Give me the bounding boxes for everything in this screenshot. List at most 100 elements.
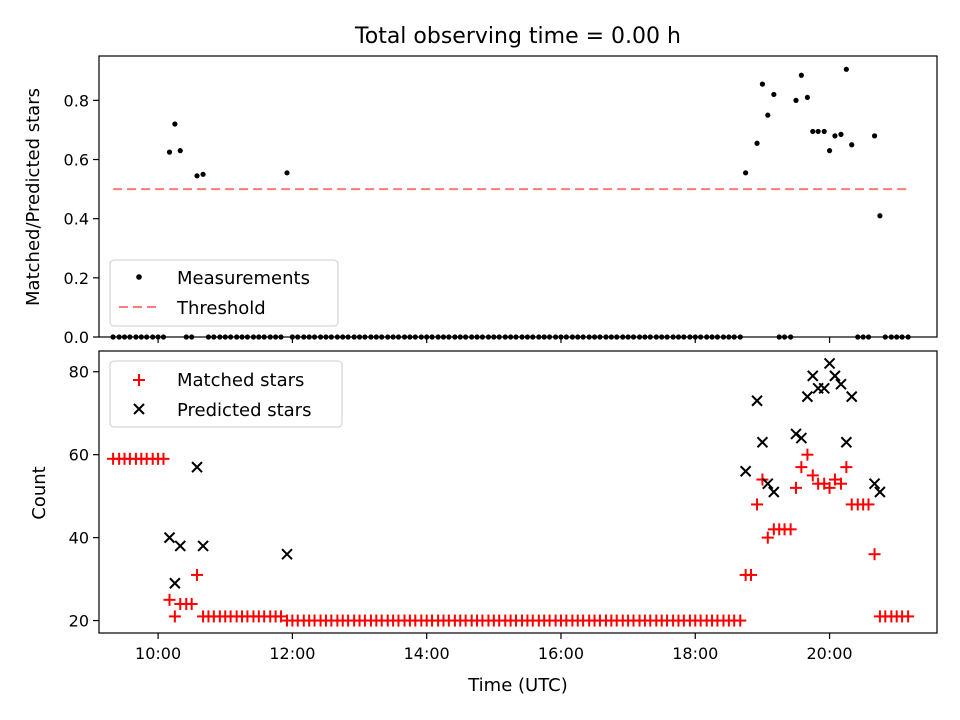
predicted-stars-point <box>751 395 763 407</box>
predicted-stars-point <box>846 390 858 403</box>
matched-stars-point <box>761 531 774 544</box>
measurements-point <box>877 213 883 219</box>
matched-stars-point <box>868 548 881 561</box>
measurements-point <box>843 66 849 72</box>
legend-label-predicted: Predicted stars <box>177 400 311 421</box>
measurements-point <box>771 91 777 98</box>
ratio-legend: Measurements Threshold <box>109 259 339 327</box>
ratio-plot: 0.0 0.2 0.4 0.6 0.8 <box>64 55 938 347</box>
matched-stars-point <box>751 498 764 511</box>
measurements-point <box>826 148 833 154</box>
ratio-plot-frame <box>98 55 938 338</box>
predicted-stars-point <box>762 477 774 490</box>
matched-stars-point <box>834 477 847 490</box>
count-x-tick-label: 18:00 <box>672 644 718 663</box>
matched-stars-point <box>745 568 758 581</box>
ratio-y-axis-label: Matched/Predicted stars <box>23 88 44 306</box>
measurements-point <box>815 128 821 135</box>
measurements-point <box>284 170 290 176</box>
count-x-tick-label: 10:00 <box>135 644 181 663</box>
measurements-point <box>810 128 816 135</box>
measurements-point <box>832 133 838 139</box>
legend-label-measurements: Measurements <box>177 268 310 289</box>
chart-title: Total observing time = 0.00 h <box>354 24 681 49</box>
measurements-point <box>804 94 811 101</box>
measurements-point <box>793 97 799 103</box>
predicted-stars-point <box>768 486 780 498</box>
matched-stars-point <box>185 597 198 610</box>
count-x-tick-label: 12:00 <box>269 644 315 663</box>
predicted-stars-point <box>739 465 752 477</box>
matched-stars-point <box>789 481 802 494</box>
ratio-y-tick-label: 0.8 <box>64 91 89 110</box>
matched-stars-point <box>274 610 287 623</box>
matched-stars-point <box>157 452 170 465</box>
ratio-y-tick-label: 0.2 <box>64 269 89 288</box>
count-x-tick-label: 20:00 <box>807 644 853 663</box>
measurements-point <box>849 142 855 148</box>
matched-stars-point <box>806 469 819 482</box>
count-y-tick-label: 40 <box>69 529 89 548</box>
predicted-stars-point <box>835 378 847 390</box>
measurements-point <box>194 173 200 179</box>
matched-stars-point <box>840 461 853 474</box>
legend-marker-measurements <box>136 274 142 280</box>
matched-stars-point <box>191 568 204 581</box>
count-y-tick-label: 60 <box>69 446 89 465</box>
predicted-stars-point <box>829 370 841 382</box>
predicted-stars-point <box>197 540 209 552</box>
measurements-point <box>200 171 206 177</box>
measurements-point <box>754 140 760 146</box>
measurements-point <box>871 133 878 139</box>
predicted-stars-point <box>840 436 853 448</box>
measurements-point <box>765 112 771 118</box>
predicted-stars-point <box>868 477 881 490</box>
count-legend: Matched stars Predicted stars <box>109 360 343 428</box>
matched-stars-point <box>862 498 875 511</box>
count-y-tick-label: 80 <box>69 363 89 382</box>
measurements-point <box>798 72 804 78</box>
predicted-stars-point <box>281 548 293 560</box>
predicted-stars-point <box>756 436 769 448</box>
x-axis-label: Time (UTC) <box>467 675 568 696</box>
measurements-point <box>166 149 173 155</box>
predicted-stars-point <box>823 357 836 370</box>
count-y-axis-label: Count <box>29 466 50 519</box>
measurements-point <box>759 81 766 87</box>
matched-stars-point <box>734 614 747 627</box>
measurements-point <box>838 131 844 137</box>
legend-label-threshold: Threshold <box>176 298 266 319</box>
predicted-stars-point <box>163 531 176 544</box>
matched-stars-point <box>823 481 836 494</box>
count-x-tick-label: 14:00 <box>404 644 450 663</box>
predicted-stars-point <box>801 390 814 403</box>
count-y-tick-label: 20 <box>69 612 89 631</box>
predicted-stars-point <box>795 432 808 444</box>
matched-stars-point <box>795 461 808 474</box>
predicted-stars-point <box>191 461 203 473</box>
count-plot: 10:00 12:00 14:00 16:00 18:00 20:00 20 40 60 80 <box>69 350 938 663</box>
predicted-stars-point <box>874 486 886 498</box>
matched-stars-point <box>784 523 797 536</box>
legend-marker-predicted <box>133 403 145 415</box>
predicted-stars-point <box>807 370 819 382</box>
matched-stars-point <box>828 473 841 486</box>
matched-stars-point <box>902 610 915 623</box>
predicted-stars-point <box>818 382 830 395</box>
ratio-y-tick-label: 0.4 <box>64 210 89 229</box>
matched-stars-point <box>168 610 181 623</box>
legend-label-matched: Matched stars <box>177 370 304 391</box>
ratio-y-tick-label: 0.0 <box>64 328 89 347</box>
predicted-stars-point <box>174 540 186 552</box>
measurements-point <box>177 148 183 154</box>
matched-stars-point <box>163 593 176 606</box>
measurements-point <box>172 121 178 127</box>
measurements-point <box>743 170 749 176</box>
matched-stars-point <box>801 448 814 461</box>
predicted-stars-point <box>169 577 181 589</box>
ratio-y-tick-label: 0.6 <box>64 151 89 170</box>
measurements-point <box>821 128 827 135</box>
count-x-tick-label: 16:00 <box>538 644 584 663</box>
